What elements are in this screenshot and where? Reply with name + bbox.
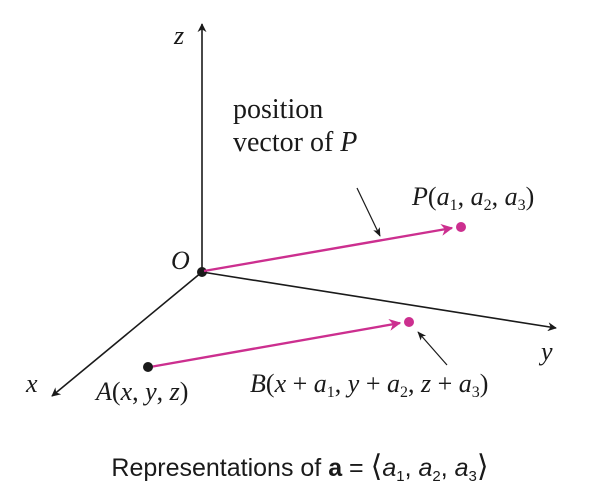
position-vector-op	[203, 223, 454, 273]
diagram-caption: Representations of a = ⟨a1, a2, a3⟩	[111, 450, 488, 485]
point-b-leader-line	[417, 331, 448, 366]
point-b-dot	[404, 317, 414, 327]
origin-label: O	[171, 246, 190, 275]
y-axis-label: y	[538, 337, 553, 366]
annotation-line-2: vector of P	[233, 127, 357, 158]
vector-ab	[149, 318, 402, 369]
x-axis	[51, 271, 203, 397]
annotation-leader-line	[356, 187, 381, 237]
z-axis-label: z	[173, 21, 184, 50]
point-p-dot	[456, 222, 466, 232]
y-axis	[201, 271, 557, 332]
point-a-label: A(x, y, z)	[94, 377, 188, 406]
origin-point	[197, 267, 207, 277]
point-a-dot	[143, 362, 153, 372]
x-axis-label: x	[25, 369, 38, 398]
point-p-label: P(a1, a2, a3)	[411, 182, 534, 214]
annotation-line-1: position	[233, 94, 323, 125]
point-b-label: B(x + a1, y + a2, z + a3)	[250, 369, 488, 401]
